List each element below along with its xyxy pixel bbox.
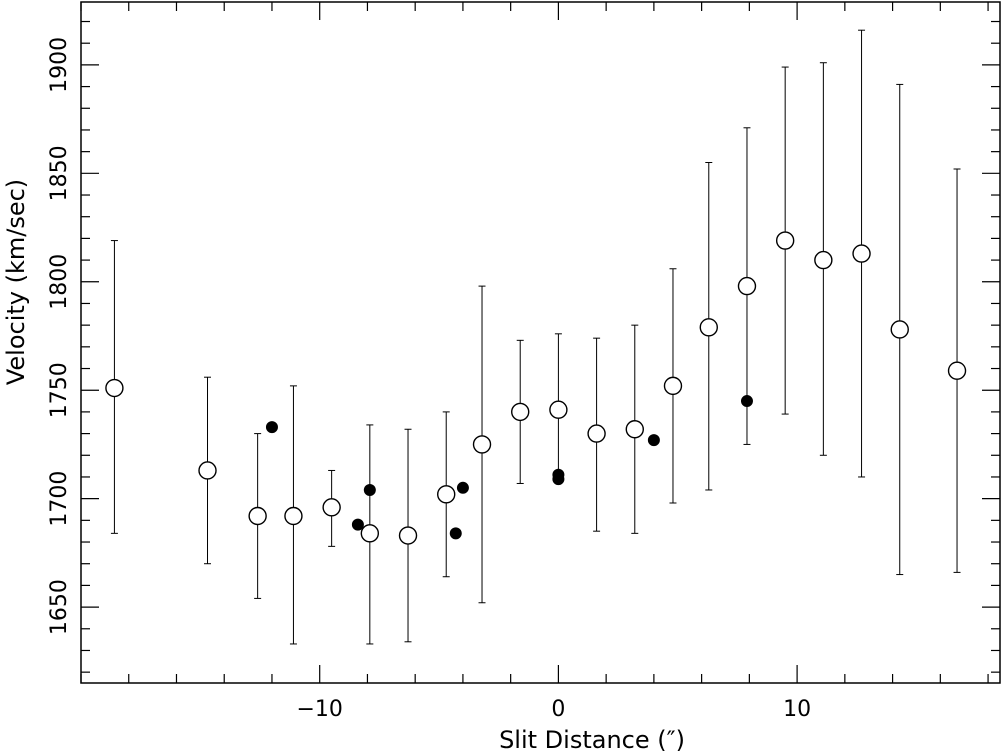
open-circle-point — [284, 506, 303, 526]
x-axis-title: Slit Distance (″) — [499, 726, 685, 754]
x-tick-label: 10 — [783, 697, 811, 722]
y-tick-label: 1700 — [47, 471, 72, 527]
x-tick-label: 0 — [551, 697, 565, 722]
open-circle-point — [699, 318, 718, 337]
tick-labels: −10 0 10 1650 1700 1750 1800 1850 1900 — [47, 37, 811, 722]
open-circle-point — [322, 498, 341, 517]
open-circle-point — [814, 250, 833, 270]
y-tick-label: 1750 — [47, 362, 72, 418]
plot-border — [80, 1, 1001, 684]
y-tick-label: 1650 — [47, 579, 72, 635]
data-points — [105, 231, 967, 545]
open-circle-point — [248, 506, 267, 526]
open-circle-point — [398, 526, 418, 545]
filled-circle-point — [449, 527, 462, 540]
plot-frame — [80, 1, 1001, 684]
y-tick-label: 1850 — [47, 145, 72, 201]
filled-circle-point — [740, 395, 753, 408]
y-axis-title: Velocity (km/sec) — [2, 179, 30, 385]
open-circle-point — [549, 400, 568, 419]
open-circle-point — [775, 231, 795, 250]
filled-circle-point — [456, 481, 469, 494]
open-circle-point — [663, 376, 683, 396]
open-circle-point — [890, 320, 909, 339]
open-circle-point — [852, 244, 871, 263]
error-bars — [110, 29, 961, 645]
filled-circle-point — [351, 518, 364, 531]
open-circle-point — [360, 524, 380, 543]
axis-ticks — [80, 2, 1000, 683]
open-circle-point — [472, 435, 492, 454]
open-circle-point — [511, 402, 530, 422]
open-circle-point — [737, 276, 757, 296]
open-circle-point — [947, 361, 967, 380]
open-circle-point — [198, 461, 217, 480]
open-circle-point — [437, 485, 456, 504]
y-tick-label: 1800 — [47, 254, 72, 310]
y-tick-label: 1900 — [47, 37, 72, 93]
open-circle-point — [105, 378, 124, 398]
x-tick-label: −10 — [296, 697, 342, 722]
filled-circle-point — [647, 434, 660, 447]
open-circle-point — [625, 420, 644, 439]
filled-circle-point — [552, 473, 565, 486]
filled-circle-point — [363, 483, 376, 496]
filled-circle-point — [265, 421, 278, 434]
open-circle-point — [587, 424, 606, 443]
